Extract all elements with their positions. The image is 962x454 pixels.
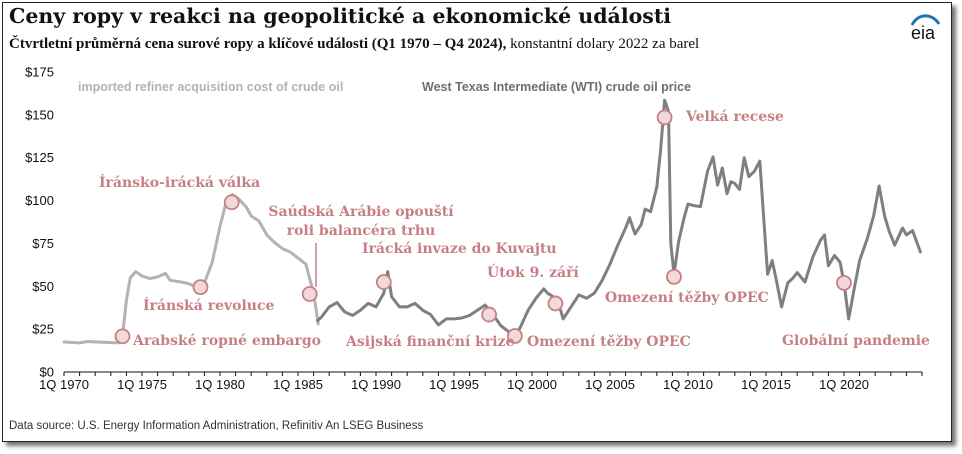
- y-tick-label: $150: [25, 107, 54, 122]
- y-tick-label: $25: [32, 322, 54, 337]
- event-marker: [836, 274, 852, 291]
- eia-logo-text: eia: [911, 23, 936, 42]
- event-label: Íránsko-irácká válka: [99, 173, 260, 191]
- eia-logo-arc-icon: [910, 14, 941, 26]
- x-tick-label: 1Q 1985: [273, 377, 323, 392]
- x-tick-label: 1Q 2015: [741, 377, 791, 392]
- y-tick-label: $50: [32, 279, 54, 294]
- event-label: Asijská finanční krize: [345, 334, 515, 350]
- y-tick-label: $175: [25, 65, 54, 80]
- event-label: Omezení těžby OPEC: [527, 334, 691, 350]
- label-layer: imported refiner acquisition cost of cru…: [78, 80, 930, 350]
- event-marker: [506, 328, 523, 344]
- event-label: Irácká invaze do Kuvajtu: [362, 241, 557, 257]
- event-marker: [301, 286, 318, 302]
- event-label: Íránská revoluce: [143, 296, 274, 314]
- chart-subtitle-bold: Čtvrtletní průměrná cena surové ropy a k…: [9, 36, 507, 52]
- x-tick-label: 1Q 1970: [39, 377, 89, 392]
- x-tick-label: 1Q 1990: [351, 377, 401, 392]
- x-axis: 1Q 1970 1Q 1975 1Q 1980 1Q 1985 1Q 1990 1Q 19…: [39, 371, 923, 392]
- event-marker: [481, 306, 498, 323]
- chart-subtitle-rest: konstantní dolary 2022 za barel: [506, 36, 700, 52]
- event-label: Omezení těžby OPEC: [605, 290, 769, 306]
- y-tick-label: $75: [32, 236, 54, 251]
- event-label: Arabské ropné embargo: [132, 333, 321, 349]
- legend-wti: West Texas Intermediate (WTI) crude oil …: [422, 80, 691, 94]
- event-marker: [666, 268, 682, 285]
- event-marker: [375, 274, 392, 290]
- event-label: Útok 9. září: [487, 263, 579, 281]
- event-marker: [114, 328, 131, 345]
- y-tick-label: $125: [25, 150, 54, 165]
- chart-subtitle: Čtvrtletní průměrná cena surové ropy a k…: [9, 36, 699, 53]
- event-marker: [223, 194, 240, 211]
- x-tick-label: 1Q 1995: [429, 377, 479, 392]
- event-layer: [114, 109, 852, 345]
- x-tick-label: 1Q 2000: [507, 377, 557, 392]
- eia-logo: eia: [910, 14, 941, 42]
- x-tick-label: 1Q 2005: [585, 377, 635, 392]
- y-axis: $0 $25 $50 $75 $100 $125 $150 $175: [25, 65, 54, 380]
- x-tick-label: 1Q 1980: [195, 377, 245, 392]
- chart-title: Ceny ropy v reakci na geopolitické a eko…: [9, 4, 672, 28]
- event-label: Globální pandemie: [782, 333, 930, 349]
- chart-frame: [2, 2, 952, 442]
- x-tick-label: 1Q 2010: [663, 377, 713, 392]
- event-label: Saúdská Arábie opouští roli balancéra trh…: [268, 204, 454, 239]
- event-marker: [192, 279, 209, 296]
- data-source-note: Data source: U.S. Energy Information Adm…: [9, 420, 424, 432]
- event-label: Velká recese: [685, 109, 784, 125]
- y-tick-label: $0: [40, 365, 54, 380]
- event-marker: [547, 295, 564, 312]
- x-tick-label: 1Q 1975: [117, 377, 167, 392]
- x-tick-label: 1Q 2020: [819, 377, 869, 392]
- event-marker: [656, 109, 673, 126]
- wti-line: [316, 98, 922, 339]
- y-tick-label: $100: [25, 193, 54, 208]
- legend-imported-crude: imported refiner acquisition cost of cru…: [78, 80, 343, 94]
